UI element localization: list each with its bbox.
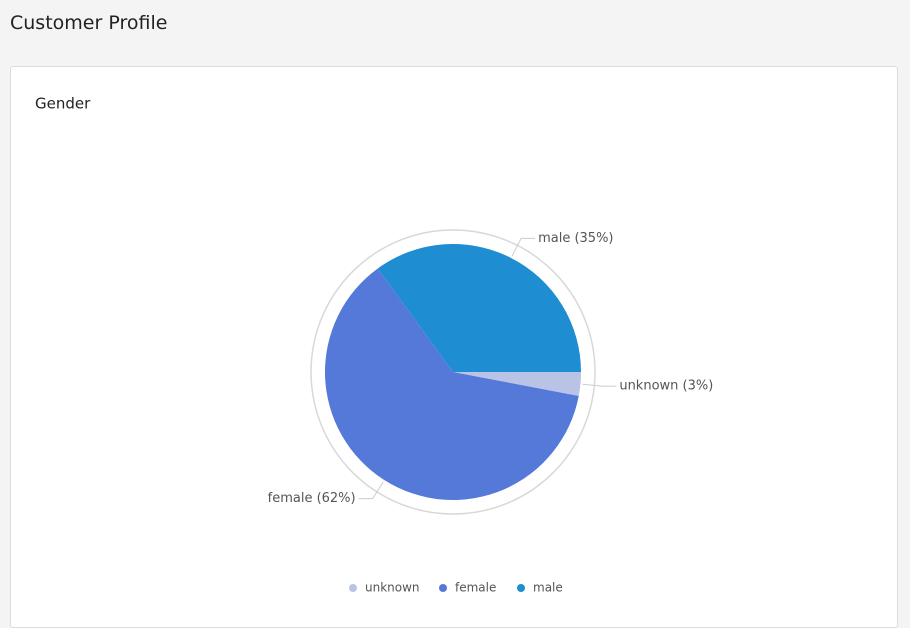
- leader-line: [511, 237, 536, 257]
- leader-line: [582, 383, 617, 387]
- legend-marker[interactable]: [349, 584, 357, 592]
- legend-marker[interactable]: [517, 584, 525, 592]
- pie-ring: [310, 229, 596, 515]
- data-label: female (62%): [268, 491, 356, 506]
- data-label: male (35%): [538, 231, 613, 246]
- legend-label[interactable]: female: [455, 581, 496, 595]
- legend-label[interactable]: unknown: [365, 581, 420, 595]
- legend-label[interactable]: male: [533, 581, 563, 595]
- leader-line: [358, 481, 384, 500]
- pie-slice[interactable]: [325, 268, 579, 500]
- page-title: Customer Profile: [10, 12, 168, 34]
- pie-slice[interactable]: [377, 244, 581, 372]
- data-label: unknown (3%): [619, 379, 713, 394]
- legend-marker[interactable]: [439, 584, 447, 592]
- chart-title: Gender: [35, 95, 91, 113]
- pie-slice[interactable]: [453, 372, 581, 396]
